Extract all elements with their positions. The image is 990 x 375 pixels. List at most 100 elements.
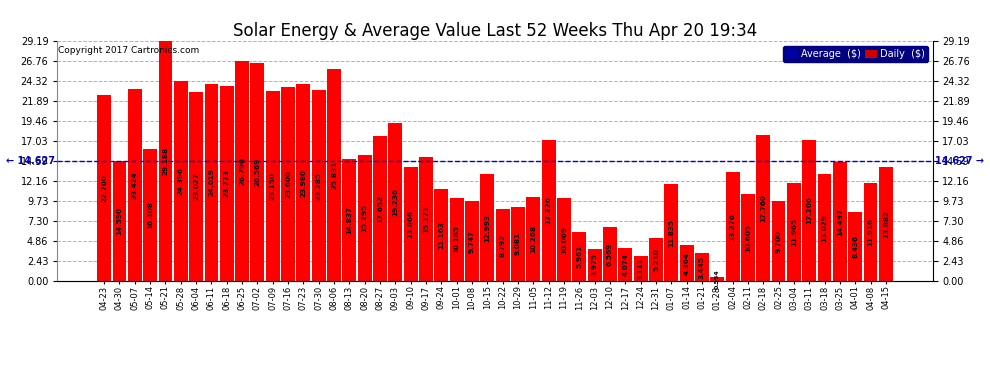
Bar	[695, 253, 709, 281]
Bar	[833, 162, 846, 281]
Bar	[449, 198, 463, 281]
Legend: Average  ($), Daily  ($): Average ($), Daily ($)	[783, 46, 928, 62]
Text: 13.882: 13.882	[883, 210, 889, 238]
Text: 5.210: 5.210	[653, 248, 659, 271]
Text: 3.111: 3.111	[638, 257, 644, 280]
Bar	[189, 92, 203, 281]
Text: 9.081: 9.081	[515, 232, 521, 255]
Text: 4.074: 4.074	[623, 253, 629, 276]
Bar	[266, 91, 279, 281]
Bar	[742, 194, 754, 281]
Bar	[634, 256, 647, 281]
Bar	[404, 167, 418, 281]
Text: 26.569: 26.569	[254, 158, 260, 186]
Bar	[296, 84, 310, 281]
Bar	[496, 209, 510, 281]
Text: 24.019: 24.019	[209, 169, 215, 196]
Text: 10.605: 10.605	[744, 224, 751, 252]
Text: 10.268: 10.268	[531, 225, 537, 253]
Text: 6.569: 6.569	[607, 243, 613, 266]
Bar	[680, 245, 694, 281]
Text: 8.436: 8.436	[852, 235, 858, 258]
Text: 17.760: 17.760	[760, 194, 766, 222]
Bar	[879, 167, 893, 281]
Text: 14.627 →: 14.627 →	[936, 156, 984, 166]
Bar	[373, 136, 387, 281]
Text: 19.236: 19.236	[392, 188, 398, 216]
Text: 23.980: 23.980	[300, 169, 306, 196]
Text: 23.600: 23.600	[285, 170, 291, 198]
Text: 4.364: 4.364	[684, 252, 690, 275]
Bar	[603, 227, 617, 281]
Text: 24.396: 24.396	[178, 167, 184, 195]
Title: Solar Energy & Average Value Last 52 Weeks Thu Apr 20 19:34: Solar Energy & Average Value Last 52 Wee…	[233, 22, 757, 40]
Bar	[113, 161, 127, 281]
Text: 11.163: 11.163	[439, 221, 445, 249]
Bar	[802, 140, 816, 281]
Bar	[572, 232, 586, 281]
Text: 23.424: 23.424	[132, 171, 138, 199]
Bar	[619, 248, 633, 281]
Bar	[711, 277, 724, 281]
Text: 9.747: 9.747	[469, 230, 475, 253]
Bar	[511, 207, 525, 281]
Text: 12.993: 12.993	[484, 214, 490, 242]
Text: 3.445: 3.445	[699, 256, 705, 279]
Bar	[557, 198, 571, 281]
Bar	[97, 94, 111, 281]
Text: 3.975: 3.975	[592, 254, 598, 276]
Text: 11.965: 11.965	[791, 218, 797, 246]
Bar	[726, 172, 740, 281]
Bar	[465, 201, 479, 281]
Text: 23.285: 23.285	[316, 171, 322, 200]
Bar	[848, 212, 862, 281]
Text: 23.773: 23.773	[224, 170, 230, 197]
Bar	[435, 189, 448, 281]
Text: 17.226: 17.226	[545, 196, 551, 224]
Text: 17.206: 17.206	[806, 196, 812, 225]
Text: 14.497: 14.497	[837, 208, 842, 236]
Text: 22.700: 22.700	[101, 174, 107, 202]
Bar	[480, 174, 494, 281]
Text: 13.029: 13.029	[822, 214, 828, 242]
Text: 23.027: 23.027	[193, 173, 199, 201]
Text: 16.108: 16.108	[148, 201, 153, 229]
Text: 0.554: 0.554	[715, 269, 720, 289]
Text: 11.835: 11.835	[668, 219, 674, 247]
Bar	[205, 84, 219, 281]
Text: 29.188: 29.188	[162, 147, 168, 176]
Text: ← 14.627: ← 14.627	[6, 156, 54, 166]
Bar	[144, 149, 157, 281]
Bar	[357, 156, 371, 281]
Bar	[527, 197, 541, 281]
Text: 13.866: 13.866	[408, 210, 414, 238]
Bar	[236, 61, 248, 281]
Text: Copyright 2017 Cartronics.com: Copyright 2017 Cartronics.com	[58, 46, 200, 55]
Bar	[250, 63, 264, 281]
Text: 11.916: 11.916	[867, 218, 873, 246]
Bar	[664, 184, 678, 281]
Bar	[771, 201, 785, 281]
Text: 25.831: 25.831	[331, 161, 337, 189]
Text: 14.590: 14.590	[117, 207, 123, 235]
Text: 10.069: 10.069	[561, 226, 567, 254]
Bar	[542, 140, 555, 281]
Text: 23.150: 23.150	[269, 172, 276, 200]
Bar	[312, 90, 326, 281]
Bar	[343, 159, 356, 281]
Bar	[863, 183, 877, 281]
Bar	[787, 183, 801, 281]
Bar	[756, 135, 770, 281]
Text: 8.792: 8.792	[500, 234, 506, 256]
Text: 14.837: 14.837	[346, 206, 352, 234]
Text: 26.796: 26.796	[239, 157, 246, 185]
Text: 10.185: 10.185	[453, 225, 459, 254]
Bar	[158, 41, 172, 281]
Bar	[649, 238, 663, 281]
Text: 5.961: 5.961	[576, 245, 582, 268]
Bar	[220, 86, 234, 281]
Text: 13.276: 13.276	[730, 213, 736, 241]
Bar	[128, 88, 142, 281]
Bar	[327, 69, 341, 281]
Text: 15.295: 15.295	[361, 204, 367, 232]
